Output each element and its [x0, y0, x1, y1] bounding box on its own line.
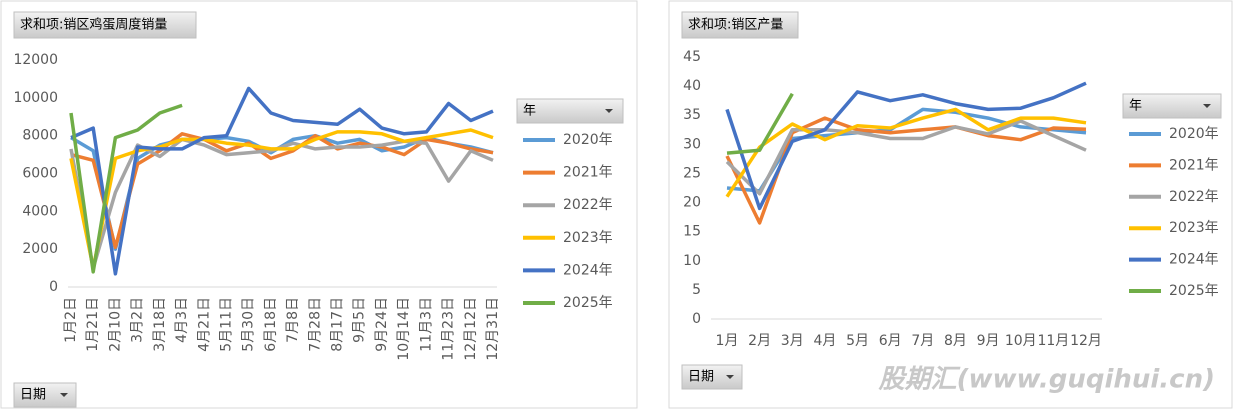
x-tick-label: 5月11日 [218, 297, 234, 352]
y-tick-label: 6000 [22, 166, 58, 182]
y-tick-label: 20 [683, 195, 701, 211]
y-tick-label: 45 [683, 49, 701, 65]
legend-title-box [516, 98, 624, 124]
y-tick-label: 10000 [13, 90, 58, 106]
x-tick-label: 8月 [944, 333, 967, 349]
x-tick-label: 6月18日 [263, 297, 279, 352]
legend-label: 2020年 [563, 132, 613, 148]
legend-label: 2024年 [1169, 252, 1219, 268]
x-tick-label: 12月12日 [463, 297, 479, 361]
legend-title-arrow [1203, 104, 1211, 108]
x-tick-label: 4月 [813, 333, 836, 349]
x-tick-label: 12月31日 [485, 297, 501, 361]
y-tick-label: 0 [49, 279, 58, 295]
x-tick-label: 8月17日 [330, 297, 346, 352]
y-tick-label: 10 [683, 253, 701, 269]
x-tick-label: 1月 [716, 333, 739, 349]
x-tick-label: 9月24日 [374, 297, 390, 352]
y-tick-label: 12000 [13, 52, 58, 68]
legend-label: 2023年 [1169, 220, 1219, 236]
filter-button-arrow [726, 375, 734, 379]
series-line [69, 128, 494, 270]
chart-title-box [681, 11, 799, 39]
y-tick-label: 2000 [22, 241, 58, 257]
x-tick-label: 2月 [748, 333, 771, 349]
legend-title-box [1122, 93, 1222, 119]
chart-title: 求和项:销区鸡蛋周度销量 [20, 17, 167, 33]
series-line [726, 92, 794, 155]
x-tick-label: 5月 [846, 333, 869, 349]
chart-title: 求和项:销区产量 [688, 18, 783, 33]
x-tick-label: 1月21日 [85, 297, 101, 352]
filter-button: 日期 [20, 388, 46, 403]
x-tick-label: 3月18日 [152, 297, 168, 352]
legend-label: 2025年 [563, 295, 613, 311]
y-tick-label: 40 [683, 78, 701, 94]
y-tick-label: 4000 [22, 203, 58, 219]
x-tick-label: 6月 [879, 333, 902, 349]
legend-title-arrow [605, 109, 613, 113]
series-line [69, 103, 183, 274]
legend-label: 2021年 [563, 165, 613, 181]
x-tick-label: 5月30日 [241, 297, 257, 352]
legend-label: 2025年 [1169, 283, 1219, 299]
x-tick-label: 11月3日 [418, 297, 434, 352]
series-line [725, 81, 1087, 211]
y-tick-label: 0 [692, 311, 701, 327]
legend-label: 2022年 [1169, 189, 1219, 205]
y-tick-label: 5 [692, 282, 701, 298]
x-tick-label: 4月21日 [196, 297, 212, 352]
x-tick-label: 10月14日 [396, 297, 412, 361]
legend-label: 2024年 [563, 262, 613, 278]
series-line [725, 119, 1087, 196]
x-tick-label: 1月2日 [63, 297, 79, 343]
watermark: 股期汇(www.guqihui.cn) [878, 365, 1215, 395]
series-line [725, 107, 1087, 198]
x-tick-label: 11月 [1037, 333, 1069, 349]
panel [0, 0, 638, 409]
x-tick-label: 3月 [781, 333, 804, 349]
x-tick-label: 9月 [977, 333, 1000, 349]
x-tick-label: 9月5日 [352, 297, 368, 343]
x-tick-label: 4月3日 [174, 297, 190, 343]
y-tick-label: 15 [683, 224, 701, 240]
y-tick-label: 30 [683, 136, 701, 152]
series-line [725, 116, 1087, 225]
x-tick-label: 10月 [1005, 333, 1037, 349]
legend-label: 2021年 [1169, 157, 1219, 173]
x-tick-label: 11月23日 [441, 297, 457, 361]
legend-title: 年 [1129, 99, 1142, 114]
x-tick-label: 3月2日 [130, 297, 146, 343]
filter-button-arrow [60, 393, 68, 397]
legend-label: 2020年 [1169, 126, 1219, 142]
x-tick-label: 7月28日 [307, 297, 323, 352]
chart-title-box [13, 11, 197, 39]
x-tick-label: 7月 [911, 333, 934, 349]
legend-label: 2023年 [563, 230, 613, 246]
x-tick-label: 12月 [1070, 333, 1102, 349]
legend-label: 2022年 [563, 197, 613, 213]
panel [668, 0, 1233, 409]
x-tick-label: 2月10日 [107, 297, 123, 352]
legend-title: 年 [523, 104, 536, 119]
y-tick-label: 35 [683, 107, 701, 123]
x-tick-label: 7月8日 [285, 297, 301, 343]
series-line [70, 86, 494, 276]
filter-button: 日期 [688, 370, 714, 385]
y-tick-label: 8000 [22, 128, 58, 144]
y-tick-label: 25 [683, 165, 701, 181]
